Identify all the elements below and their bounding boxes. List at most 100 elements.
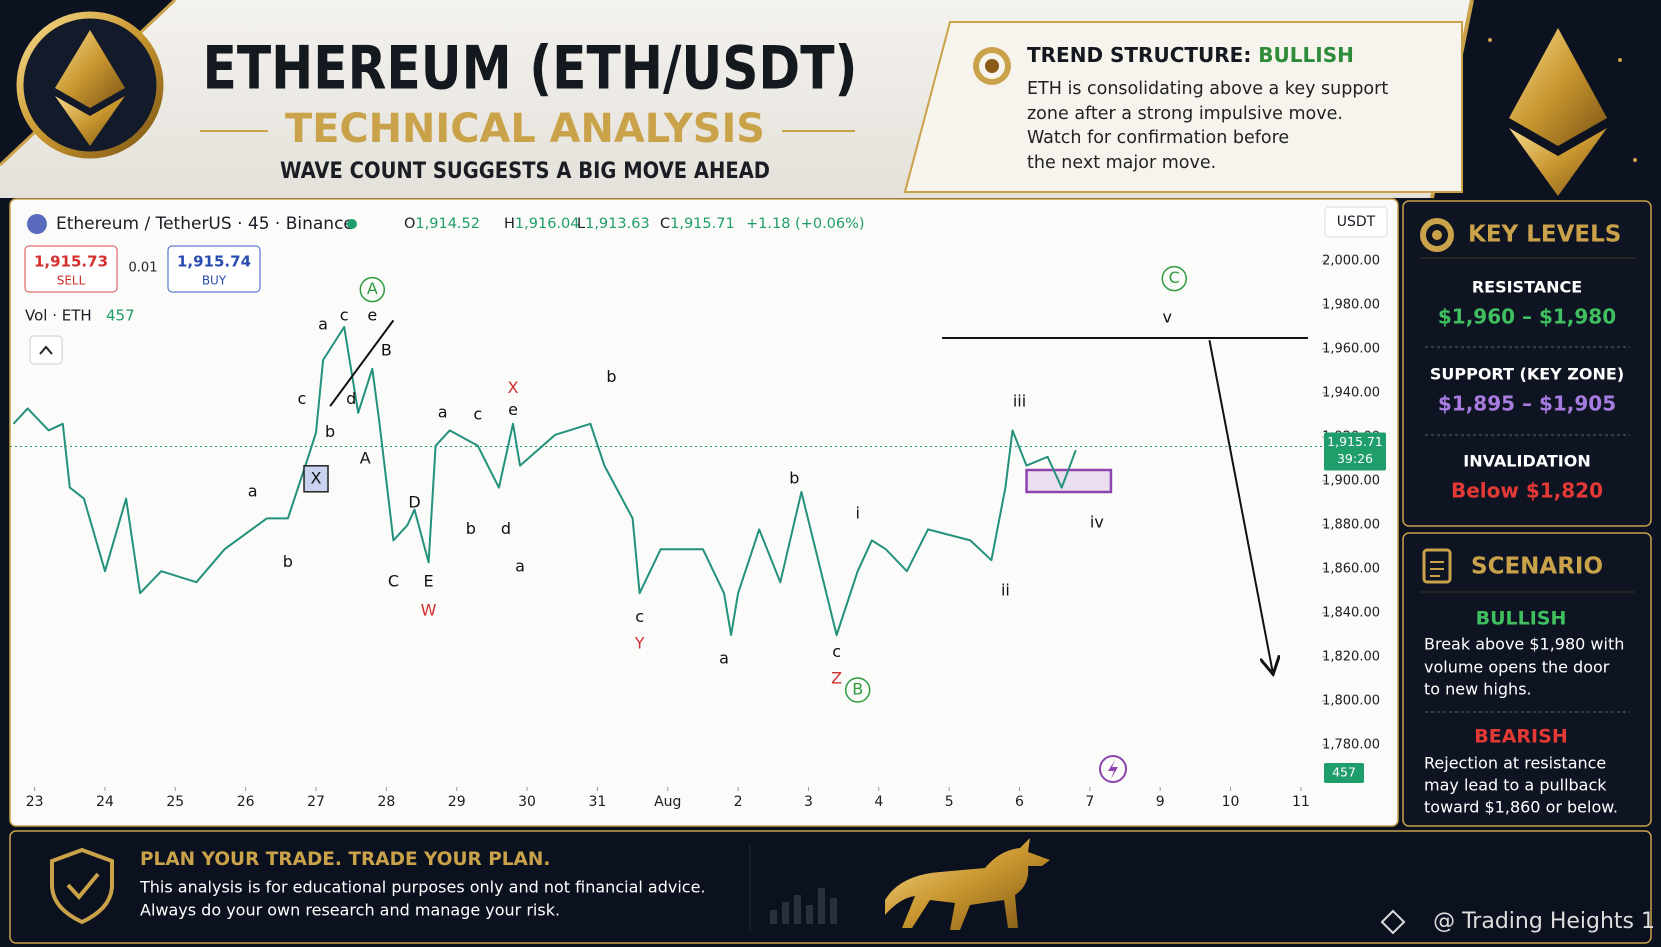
wave-label: E bbox=[424, 572, 434, 591]
y-tick-label: 1,960.00 bbox=[1322, 342, 1380, 357]
scenario-line: Break above $1,980 with bbox=[1424, 635, 1624, 654]
wave-label: c bbox=[635, 607, 644, 626]
watermark-icon bbox=[1380, 909, 1406, 935]
symbol-icon bbox=[27, 214, 47, 234]
wave-label: e bbox=[367, 306, 377, 325]
scenario-line: may lead to a pullback bbox=[1424, 776, 1607, 795]
scenario-line: volume opens the door bbox=[1424, 658, 1610, 677]
footer-line: This analysis is for educational purpose… bbox=[139, 878, 706, 897]
bearish-label: BEARISH bbox=[1474, 726, 1567, 748]
x-tick-label: 6 bbox=[1015, 794, 1024, 810]
wave-label: a bbox=[515, 556, 525, 575]
status-dot bbox=[347, 219, 357, 229]
scenario-panel bbox=[1402, 532, 1652, 827]
key-levels-panel bbox=[1402, 200, 1652, 527]
wave-label: c bbox=[832, 642, 841, 661]
wave-label: a bbox=[318, 314, 328, 333]
x-tick-label: 23 bbox=[26, 794, 44, 810]
wave-label: ii bbox=[1001, 581, 1010, 600]
wave-label: iv bbox=[1090, 512, 1104, 531]
footer-headline: PLAN YOUR TRADE. TRADE YOUR PLAN. bbox=[140, 849, 550, 870]
wave-label: b bbox=[325, 422, 335, 441]
wave-label: A bbox=[367, 279, 378, 298]
scenario-line: Rejection at resistance bbox=[1424, 754, 1606, 773]
x-tick-label: 26 bbox=[237, 794, 255, 810]
buy-button[interactable] bbox=[167, 245, 261, 293]
x-tick-label: 7 bbox=[1085, 794, 1094, 810]
y-tick-label: 2,000.00 bbox=[1322, 254, 1380, 269]
trend-line: Watch for confirmation before bbox=[1027, 128, 1289, 148]
level-value: $1,895 – $1,905 bbox=[1438, 392, 1616, 416]
x-tick-label: 28 bbox=[377, 794, 395, 810]
last-price-box bbox=[1324, 432, 1386, 471]
x-tick-label: 24 bbox=[96, 794, 114, 810]
watermark: @ Trading Heights 1 bbox=[1433, 909, 1655, 934]
wave-circle bbox=[1161, 265, 1188, 292]
trend-line: ETH is consolidating above a key support bbox=[1027, 79, 1388, 99]
y-tick-label: 1,840.00 bbox=[1322, 606, 1380, 621]
x-tick-label: 4 bbox=[874, 794, 883, 810]
level-label: INVALIDATION bbox=[1463, 452, 1590, 471]
y-tick-label: 1,860.00 bbox=[1322, 562, 1380, 577]
ohlc-label: O bbox=[404, 216, 415, 232]
trend-line bbox=[1208, 340, 1272, 672]
ohlc-value: 1,914.52 bbox=[415, 216, 480, 232]
x-tick-label: 2 bbox=[734, 794, 743, 810]
title: ETHEREUM (ETH/USDT) bbox=[203, 34, 858, 104]
symbol: Ethereum / TetherUS · 45 · Binance bbox=[56, 214, 354, 234]
wave-label: X bbox=[508, 378, 519, 397]
ohlc: L1,913.63 bbox=[577, 216, 650, 232]
buy-label: BUY bbox=[202, 274, 227, 288]
wave-circle bbox=[844, 677, 871, 703]
eth-diamond bbox=[1488, 28, 1637, 196]
volume-label: Vol · ETH bbox=[25, 307, 92, 325]
x-tick-label: 9 bbox=[1156, 794, 1165, 810]
target-icon bbox=[973, 47, 1011, 85]
x-tick-label: 5 bbox=[945, 794, 954, 810]
shield-icon bbox=[50, 847, 114, 925]
chart-panel bbox=[9, 198, 1399, 827]
wave-label: Z bbox=[831, 669, 842, 688]
wave-label: Y bbox=[634, 633, 645, 652]
wave-label: b bbox=[606, 367, 616, 386]
tagline: WAVE COUNT SUGGESTS A BIG MOVE AHEAD bbox=[280, 159, 770, 184]
last-price-label: 1,915.71 bbox=[1327, 434, 1383, 449]
wave-label: b bbox=[466, 519, 476, 538]
collapse-button[interactable] bbox=[29, 335, 63, 365]
trend-line: zone after a strong impulsive move. bbox=[1027, 104, 1343, 124]
target-icon bbox=[1420, 218, 1454, 252]
x-tick-label: Aug bbox=[654, 794, 681, 810]
ohlc-label: L bbox=[577, 216, 585, 232]
buy-price: 1,915.74 bbox=[177, 253, 251, 271]
y-tick-label: 1,780.00 bbox=[1322, 738, 1380, 753]
trend-line bbox=[329, 319, 395, 407]
alert-icon[interactable] bbox=[1099, 755, 1127, 783]
x-tick-label: 3 bbox=[804, 794, 813, 810]
wave-label: d bbox=[501, 519, 511, 538]
wave-label: e bbox=[508, 400, 518, 419]
wave-label: c bbox=[473, 405, 482, 424]
footer-line: Always do your own research and manage y… bbox=[140, 901, 560, 920]
y-tick-label: 1,880.00 bbox=[1322, 518, 1380, 533]
deco-bars bbox=[770, 888, 837, 924]
spread: 0.01 bbox=[129, 261, 158, 276]
trend-status: BULLISH bbox=[1258, 43, 1354, 67]
sell-button[interactable] bbox=[24, 245, 118, 293]
support-zone bbox=[1025, 468, 1113, 494]
currency-box bbox=[1324, 206, 1388, 238]
y-tick-label: 1,800.00 bbox=[1322, 694, 1380, 709]
wave-label: iii bbox=[1013, 391, 1026, 410]
ohlc-value: 1,915.71 bbox=[670, 216, 735, 232]
chart: Ethereum / TetherUS · 45 · Binance O1,91… bbox=[10, 206, 1388, 810]
wave-label: C bbox=[388, 572, 399, 591]
footer bbox=[9, 830, 1652, 944]
ohlc-value: 1,913.63 bbox=[585, 216, 650, 232]
x-tick-label: 11 bbox=[1292, 794, 1310, 810]
volume-box bbox=[1324, 763, 1364, 783]
ohlc-value: 1,916.04 bbox=[515, 216, 580, 232]
scenario-title: SCENARIO bbox=[1471, 554, 1603, 580]
wave-label: X bbox=[311, 468, 322, 487]
wave-label: c bbox=[298, 389, 307, 408]
price-line bbox=[12, 326, 1077, 636]
wave-label: C bbox=[1169, 268, 1180, 287]
